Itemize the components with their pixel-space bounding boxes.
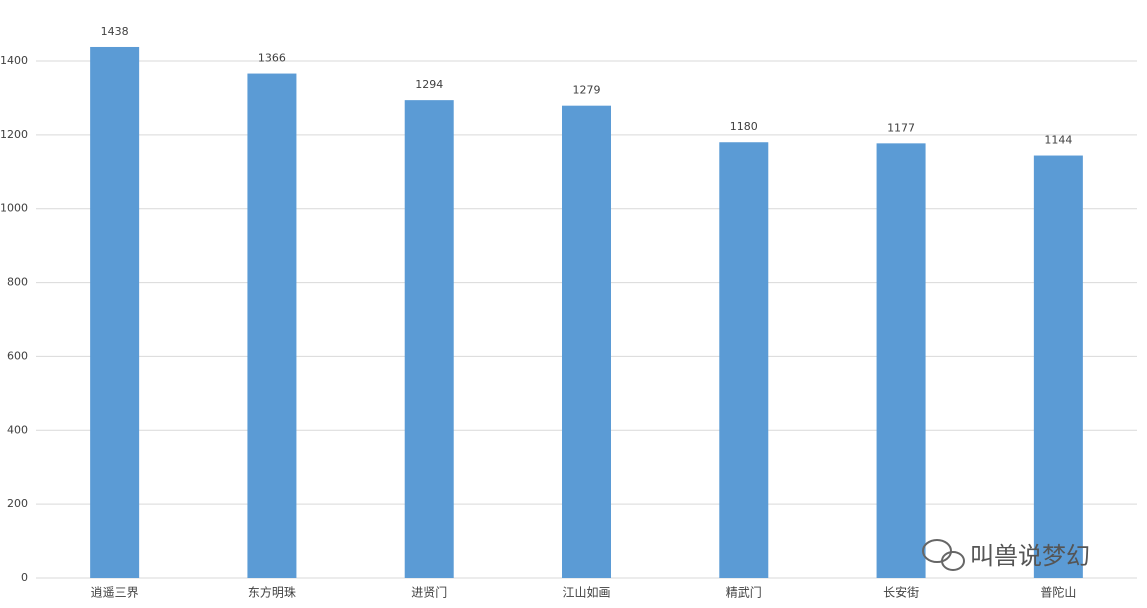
y-tick-label: 1200 bbox=[0, 128, 28, 141]
y-tick-label: 800 bbox=[7, 276, 28, 289]
bar bbox=[876, 143, 926, 578]
value-label: 1366 bbox=[258, 52, 286, 65]
bar bbox=[1033, 155, 1083, 578]
watermark-icon bbox=[922, 539, 965, 571]
x-tick-label: 精武门 bbox=[726, 585, 762, 600]
value-label: 1177 bbox=[887, 121, 915, 134]
value-label: 1144 bbox=[1044, 134, 1072, 147]
y-tick-label: 1400 bbox=[0, 54, 28, 67]
y-tick-label: 400 bbox=[7, 423, 28, 436]
bar bbox=[404, 100, 454, 578]
y-tick-label: 600 bbox=[7, 349, 28, 362]
x-tick-label: 逍遥三界 bbox=[91, 586, 139, 600]
x-tick-label: 进贤门 bbox=[411, 585, 447, 600]
value-label: 1438 bbox=[101, 25, 129, 38]
value-label: 1180 bbox=[730, 120, 758, 133]
x-tick-label: 普陀山 bbox=[1040, 585, 1076, 600]
x-tick-label: 江山如画 bbox=[562, 585, 610, 600]
x-tick-label: 东方明珠 bbox=[248, 585, 296, 600]
bar bbox=[90, 46, 140, 578]
x-tick-label: 长安街 bbox=[883, 585, 919, 600]
y-tick-label: 200 bbox=[7, 497, 28, 510]
y-tick-label: 1000 bbox=[0, 202, 28, 215]
watermark: 叫兽说梦幻 bbox=[970, 542, 1090, 570]
value-label: 1279 bbox=[573, 84, 601, 97]
bar bbox=[719, 142, 769, 578]
bar bbox=[562, 105, 611, 579]
bar bbox=[247, 73, 297, 578]
value-label: 1294 bbox=[415, 78, 443, 91]
y-tick-label: 0 bbox=[21, 571, 28, 584]
